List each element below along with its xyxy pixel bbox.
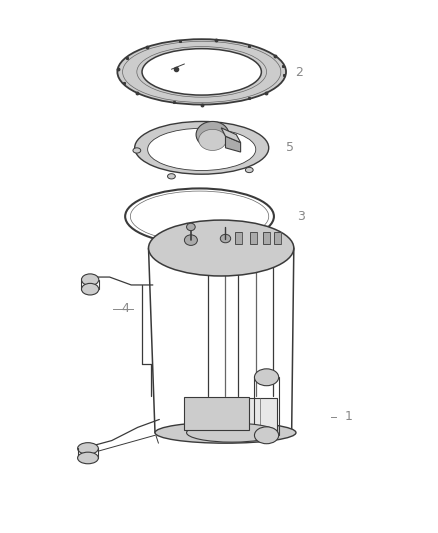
Polygon shape	[221, 128, 240, 142]
Ellipse shape	[78, 443, 99, 454]
Ellipse shape	[148, 128, 256, 171]
Text: 2: 2	[295, 66, 303, 79]
Ellipse shape	[148, 220, 294, 276]
Text: 5: 5	[286, 141, 294, 155]
Ellipse shape	[117, 39, 286, 104]
Ellipse shape	[184, 235, 198, 245]
Polygon shape	[148, 248, 294, 433]
FancyBboxPatch shape	[274, 232, 281, 244]
Ellipse shape	[245, 167, 253, 173]
Ellipse shape	[196, 122, 229, 148]
Text: 4: 4	[122, 302, 130, 315]
Ellipse shape	[220, 235, 231, 243]
Ellipse shape	[81, 274, 99, 286]
Ellipse shape	[187, 223, 195, 231]
Text: 3: 3	[297, 210, 305, 223]
Ellipse shape	[254, 369, 279, 386]
FancyBboxPatch shape	[235, 232, 242, 244]
Ellipse shape	[168, 174, 175, 179]
Ellipse shape	[78, 452, 99, 464]
Ellipse shape	[81, 284, 99, 295]
Polygon shape	[187, 398, 277, 433]
Text: 1: 1	[344, 410, 352, 423]
FancyBboxPatch shape	[250, 232, 257, 244]
Ellipse shape	[187, 423, 277, 442]
Polygon shape	[184, 397, 249, 430]
Ellipse shape	[125, 189, 274, 244]
Ellipse shape	[133, 148, 141, 153]
Polygon shape	[226, 136, 240, 152]
FancyBboxPatch shape	[263, 232, 270, 244]
Ellipse shape	[254, 427, 279, 443]
Ellipse shape	[155, 422, 296, 443]
Ellipse shape	[142, 49, 261, 95]
Ellipse shape	[134, 122, 269, 174]
Ellipse shape	[199, 130, 226, 150]
